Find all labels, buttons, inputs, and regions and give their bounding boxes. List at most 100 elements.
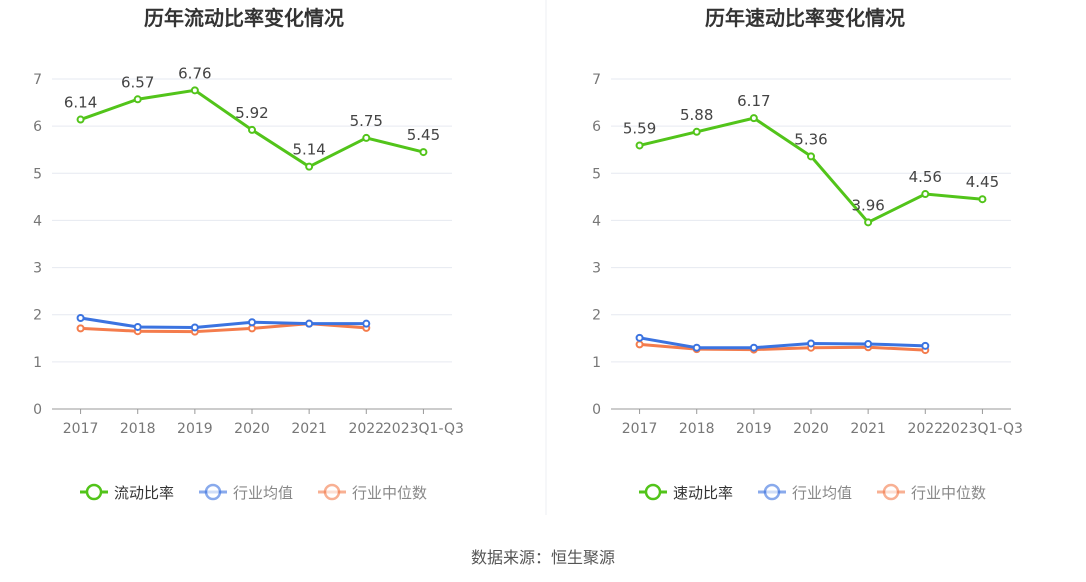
y-tick-label: 3 <box>592 261 601 277</box>
data-point[interactable] <box>419 148 428 157</box>
data-point[interactable] <box>749 343 758 352</box>
legend-item-2[interactable]: 行业中位数 <box>877 483 986 502</box>
data-point[interactable] <box>978 195 987 204</box>
data-label: 5.75 <box>350 112 383 130</box>
data-label: 5.92 <box>235 104 268 122</box>
y-tick-label: 7 <box>33 72 42 88</box>
data-point[interactable] <box>248 318 256 327</box>
data-label: 5.59 <box>623 119 656 137</box>
data-point[interactable] <box>807 339 815 348</box>
y-tick-label: 6 <box>592 119 601 135</box>
legend-marker-icon <box>85 483 103 501</box>
data-point[interactable] <box>921 341 930 350</box>
legend-item-1[interactable]: 行业均值 <box>199 483 293 502</box>
y-tick-label: 1 <box>33 355 42 371</box>
data-label: 6.57 <box>121 73 154 91</box>
y-tick-label: 7 <box>592 72 601 88</box>
y-tick-label: 4 <box>33 213 42 229</box>
legend-label: 速动比率 <box>673 484 733 502</box>
x-tick-label: 2019 <box>736 421 772 437</box>
data-point[interactable] <box>749 114 758 123</box>
legend-label: 行业中位数 <box>911 484 986 502</box>
legend-marker-icon <box>204 483 222 501</box>
data-point[interactable] <box>248 125 256 134</box>
x-tick-label: 2023Q1-Q3 <box>942 421 1023 437</box>
x-tick-label: 2017 <box>63 421 99 437</box>
data-label: 4.56 <box>909 168 942 186</box>
source-note: 数据来源：恒生聚源 <box>470 548 615 567</box>
data-label: 5.14 <box>292 141 325 159</box>
data-point[interactable] <box>635 141 644 150</box>
legend-label: 行业均值 <box>233 484 293 502</box>
chart-1: 历年流动比率变化情况 0 1 2 3 4 5 6 7 2017 2018 2019 2020 2021 20… <box>33 6 464 502</box>
data-point[interactable] <box>76 314 85 323</box>
data-label: 5.36 <box>794 130 827 148</box>
data-label: 6.17 <box>737 92 770 110</box>
data-point[interactable] <box>635 333 644 342</box>
data-point[interactable] <box>635 340 644 349</box>
data-label: 6.14 <box>64 94 97 112</box>
data-point[interactable] <box>807 152 815 161</box>
x-tick-label: 2019 <box>177 421 213 437</box>
x-tick-label: 2021 <box>850 421 886 437</box>
x-tick-label: 2022 <box>348 421 384 437</box>
series-line-1 <box>639 336 926 350</box>
data-point[interactable] <box>305 319 314 328</box>
data-label: 5.88 <box>680 106 713 124</box>
data-point[interactable] <box>362 133 371 142</box>
data-point[interactable] <box>305 162 314 171</box>
data-label: 5.45 <box>407 126 440 144</box>
legend-item-0[interactable]: 速动比率 <box>639 483 733 502</box>
legend-marker-icon <box>882 483 900 501</box>
y-tick-label: 1 <box>592 355 601 371</box>
data-point[interactable] <box>864 218 873 227</box>
legend-item-2[interactable]: 行业中位数 <box>318 483 427 502</box>
y-tick-label: 5 <box>592 166 601 182</box>
x-tick-label: 2018 <box>679 421 715 437</box>
data-point[interactable] <box>921 190 930 199</box>
series-line-2 <box>639 342 926 352</box>
data-point[interactable] <box>248 324 256 333</box>
data-point[interactable] <box>362 319 371 328</box>
data-point[interactable] <box>190 323 199 332</box>
data-point[interactable] <box>76 115 85 124</box>
x-tick-label: 2020 <box>793 421 829 437</box>
data-point[interactable] <box>864 339 873 348</box>
data-point[interactable] <box>692 127 701 136</box>
x-tick-label: 2023Q1-Q3 <box>383 421 464 437</box>
legend-marker-icon <box>323 483 341 501</box>
data-point[interactable] <box>692 343 701 352</box>
y-tick-label: 2 <box>33 308 42 324</box>
x-tick-label: 2017 <box>622 421 658 437</box>
x-tick-label: 2021 <box>291 421 327 437</box>
data-point[interactable] <box>190 86 199 95</box>
legend-item-0[interactable]: 流动比率 <box>80 483 174 502</box>
series-line-1 <box>80 316 367 329</box>
x-tick-label: 2018 <box>120 421 156 437</box>
y-tick-label: 3 <box>33 261 42 277</box>
chart-2: 历年速动比率变化情况 0 1 2 3 4 5 6 7 2017 2018 2019 2020 2021 20… <box>592 6 1023 502</box>
chart-title: 历年速动比率变化情况 <box>705 6 905 30</box>
legend-label: 行业中位数 <box>352 484 427 502</box>
chart-title: 历年流动比率变化情况 <box>144 6 344 30</box>
data-point[interactable] <box>133 95 142 104</box>
legend-marker-icon <box>644 483 662 501</box>
data-point[interactable] <box>133 322 142 331</box>
y-tick-label: 0 <box>592 402 601 418</box>
legend-label: 流动比率 <box>114 484 174 502</box>
legend-label: 行业均值 <box>792 484 852 502</box>
y-tick-label: 4 <box>592 213 601 229</box>
y-tick-label: 5 <box>33 166 42 182</box>
legend-item-1[interactable]: 行业均值 <box>758 483 852 502</box>
y-tick-label: 0 <box>33 402 42 418</box>
legend-marker-icon <box>763 483 781 501</box>
data-label: 6.76 <box>178 64 211 82</box>
x-tick-label: 2022 <box>907 421 943 437</box>
data-point[interactable] <box>76 324 85 333</box>
x-tick-label: 2020 <box>234 421 270 437</box>
data-label: 4.45 <box>966 173 999 191</box>
y-tick-label: 6 <box>33 119 42 135</box>
data-label: 3.96 <box>851 196 884 214</box>
